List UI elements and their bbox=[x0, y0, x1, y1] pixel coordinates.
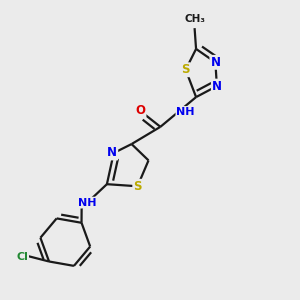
Text: O: O bbox=[136, 104, 146, 117]
Text: Cl: Cl bbox=[16, 252, 28, 262]
Text: S: S bbox=[133, 180, 142, 193]
Text: NH: NH bbox=[176, 107, 195, 117]
Text: N: N bbox=[212, 80, 222, 93]
Text: N: N bbox=[107, 146, 117, 160]
Text: NH: NH bbox=[78, 198, 97, 208]
Text: S: S bbox=[182, 63, 190, 76]
Text: CH₃: CH₃ bbox=[184, 14, 205, 24]
Text: N: N bbox=[210, 56, 220, 69]
